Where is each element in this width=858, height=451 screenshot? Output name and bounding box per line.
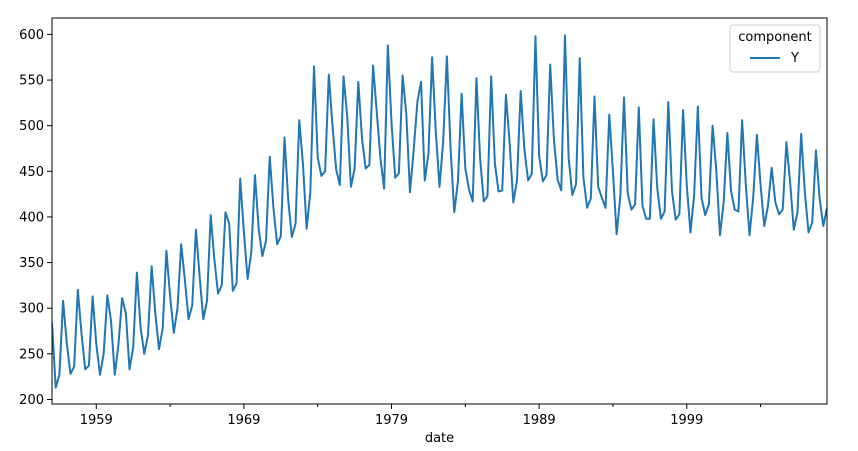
- legend-title: component: [738, 30, 812, 45]
- plot-area: [51, 17, 828, 405]
- x-axis-title: date: [425, 431, 454, 446]
- plot-frame: [51, 17, 828, 405]
- y-tick-label: 600: [19, 28, 44, 43]
- y-tick-label: 400: [19, 210, 44, 225]
- x-tick-label: 1989: [523, 413, 556, 428]
- x-axis: 1959 1969 1979 1989 1999: [80, 404, 762, 428]
- x-tick-label: 1999: [670, 413, 703, 428]
- y-tick-label: 350: [19, 256, 44, 271]
- y-axis: 200 250 300 350 400 450 500 550 600: [19, 28, 52, 408]
- y-tick-label: 250: [19, 347, 44, 362]
- legend: component Y: [729, 24, 821, 73]
- y-tick-label: 200: [19, 393, 44, 408]
- y-tick-label: 300: [19, 302, 44, 317]
- y-tick-label: 450: [19, 165, 44, 180]
- x-tick-label: 1969: [227, 413, 260, 428]
- legend-label-y: Y: [790, 51, 799, 66]
- x-tick-label: 1959: [80, 413, 113, 428]
- legend-box: [729, 24, 821, 73]
- x-tick-label: 1979: [375, 413, 408, 428]
- series-line-y: [52, 34, 827, 389]
- y-tick-label: 500: [19, 119, 44, 134]
- series-layer: [52, 34, 827, 389]
- y-tick-label: 550: [19, 74, 44, 89]
